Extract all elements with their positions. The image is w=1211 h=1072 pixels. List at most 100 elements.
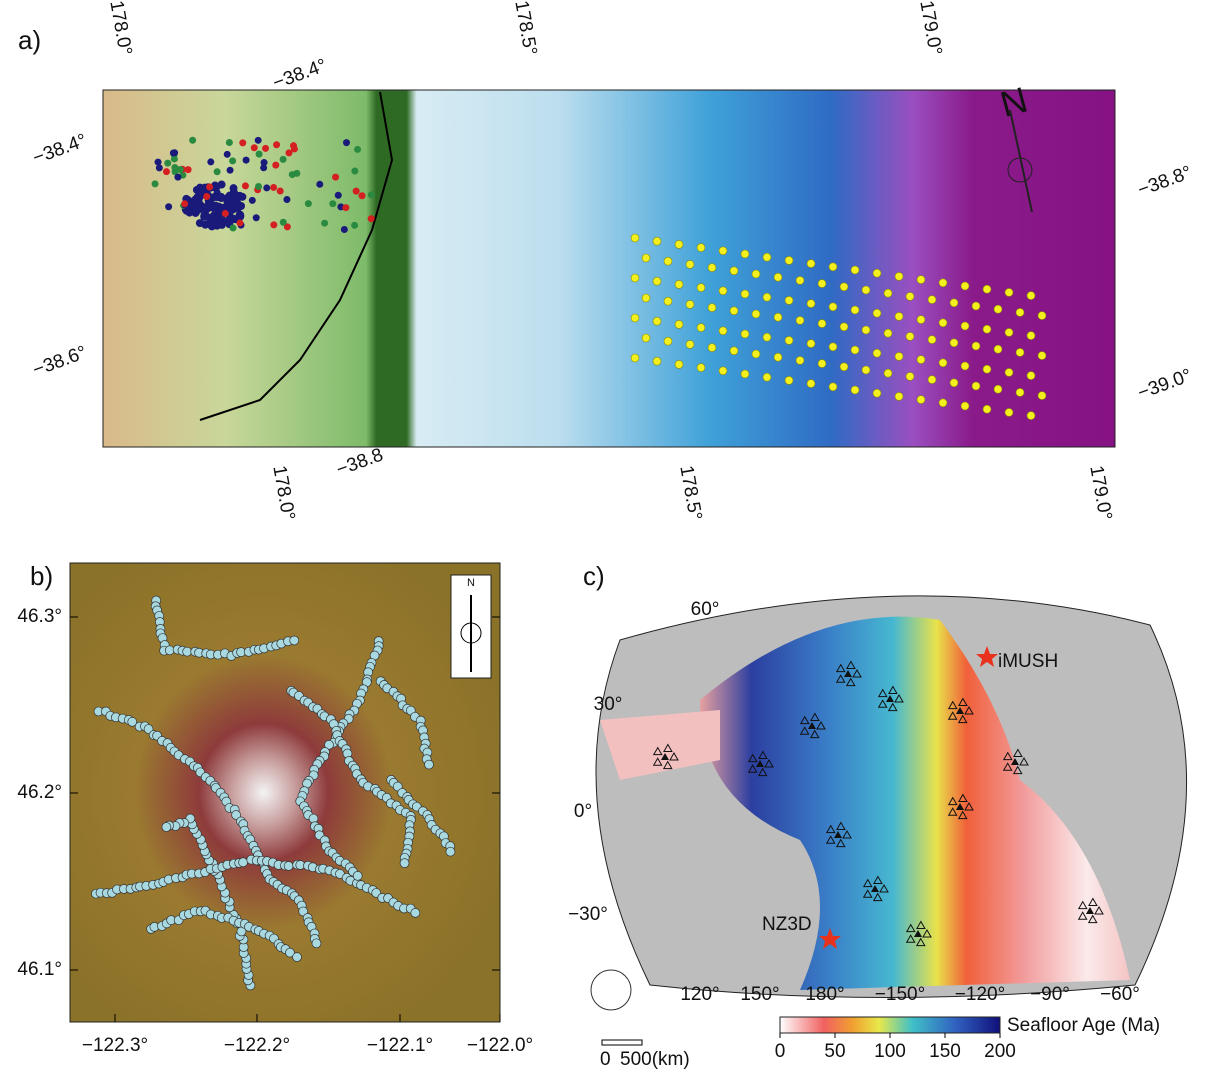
tick-label: 46.3° [17, 606, 62, 627]
station [250, 144, 258, 152]
star [976, 646, 998, 667]
station [958, 697, 968, 706]
station [894, 392, 904, 401]
station [1087, 914, 1098, 924]
station [747, 753, 758, 763]
station [960, 401, 970, 411]
station [756, 760, 764, 767]
station [652, 746, 663, 756]
station [758, 750, 768, 759]
tick-label: −38.8° [1135, 162, 1195, 201]
station [718, 366, 728, 376]
tick-label: −122.0° [467, 1035, 533, 1056]
panel-label: b) [30, 561, 53, 591]
colorbar-label: Seafloor Age (Ma) [1007, 1015, 1160, 1036]
station [844, 670, 852, 677]
coastline [199, 91, 394, 421]
station [828, 262, 838, 272]
station [718, 326, 728, 336]
station [279, 218, 287, 226]
tick-label: −38.8 [334, 444, 386, 480]
station [218, 221, 226, 229]
station [795, 316, 805, 325]
station [652, 757, 663, 766]
station [916, 355, 926, 364]
station [1077, 900, 1088, 910]
station [674, 320, 684, 329]
station [993, 344, 1003, 354]
station [663, 336, 673, 346]
station-group [91, 595, 456, 991]
station [850, 305, 860, 315]
station [410, 908, 421, 918]
station [916, 395, 926, 404]
station [155, 164, 163, 172]
station [784, 256, 794, 265]
tick-label: −90° [1030, 984, 1070, 1005]
tick-label: 120° [680, 984, 719, 1005]
station [1026, 291, 1036, 300]
station [184, 166, 192, 174]
station [784, 296, 794, 305]
station [445, 846, 456, 857]
station [189, 136, 197, 144]
station [641, 293, 651, 303]
station [842, 829, 852, 839]
station [272, 161, 280, 169]
station [835, 838, 846, 848]
station [663, 256, 673, 266]
station [886, 695, 894, 702]
station [674, 280, 684, 289]
station [255, 182, 263, 190]
station [927, 375, 937, 384]
station [817, 279, 827, 288]
colorbar-tick-label: 0 [775, 1041, 786, 1062]
tick-labels: 46.3° 46.2° 46.1° −122.3° −122.2° −122.1° −122… [17, 606, 533, 1056]
station [151, 180, 159, 188]
station [828, 342, 838, 352]
tick-label: 178.0° [105, 0, 135, 57]
station [248, 196, 256, 204]
station [757, 767, 768, 777]
station [1002, 751, 1013, 761]
station [321, 219, 329, 227]
station [231, 196, 240, 205]
station [971, 301, 981, 311]
station [839, 282, 849, 292]
station [740, 249, 750, 259]
station [784, 336, 794, 345]
station [795, 276, 805, 285]
station [808, 722, 816, 729]
station [270, 183, 278, 191]
tick-label: 180° [805, 984, 844, 1005]
station [236, 219, 244, 227]
station [894, 693, 904, 703]
colorbar-tick-label: 50 [824, 1041, 845, 1062]
station [1002, 762, 1013, 771]
station [956, 803, 964, 810]
station [1013, 748, 1023, 757]
station [399, 858, 410, 869]
station [283, 861, 294, 871]
station [938, 278, 948, 288]
station [905, 372, 915, 381]
scale-label: 500(km) [620, 1049, 690, 1070]
station [914, 930, 922, 937]
station [1015, 348, 1025, 357]
station [922, 928, 932, 938]
station [850, 385, 860, 395]
station [154, 158, 162, 166]
colorbar-tick-label: 200 [984, 1041, 1016, 1062]
station [1019, 756, 1029, 766]
tick-label: 178.0° [268, 464, 298, 522]
station [285, 149, 293, 157]
station [342, 139, 350, 147]
station [162, 168, 170, 176]
station [195, 192, 204, 201]
station [852, 668, 862, 678]
tick-label: 179.0° [915, 0, 945, 57]
station [352, 871, 363, 881]
station [206, 183, 214, 191]
station [729, 346, 739, 356]
station [762, 252, 772, 262]
